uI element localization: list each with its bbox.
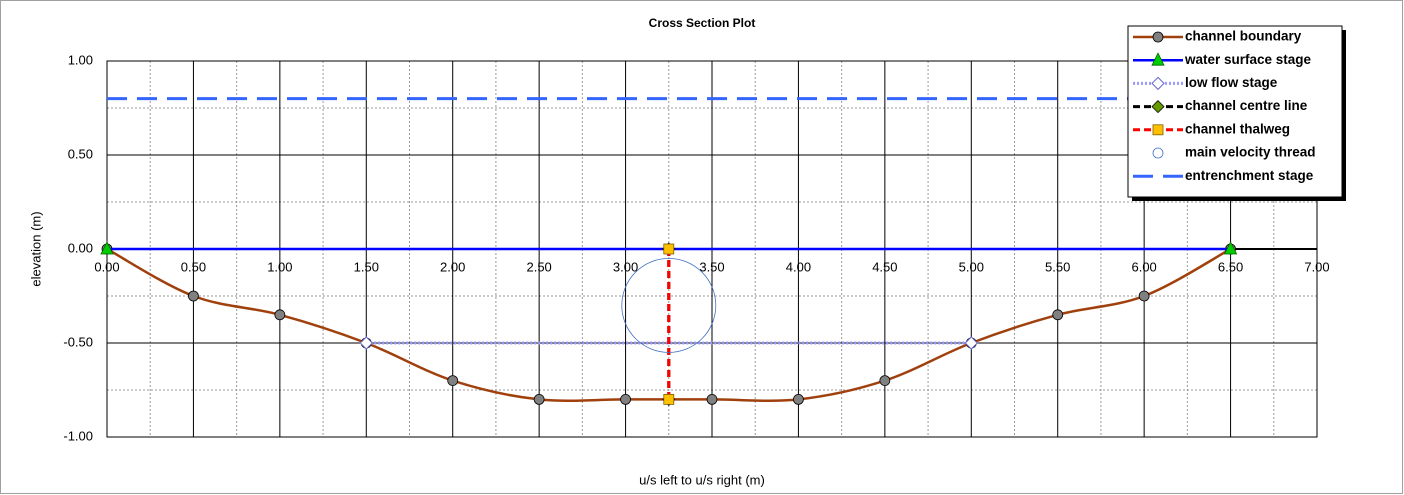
point <box>1223 241 1238 255</box>
point <box>620 393 631 405</box>
point <box>1138 290 1150 302</box>
legend-label: channel thalweg <box>1185 121 1290 136</box>
legend-label: main velocity thread <box>1185 145 1316 160</box>
x-tick-label: 5.00 <box>959 259 984 274</box>
chart-title: Cross Section Plot <box>649 16 756 30</box>
point <box>621 257 717 353</box>
point <box>274 309 286 321</box>
x-tick-label: 3.50 <box>699 259 724 274</box>
y-tick-label: 0.00 <box>68 240 93 255</box>
point <box>879 375 891 387</box>
x-tick-label: 0.50 <box>181 259 206 274</box>
x-tick-label: 4.50 <box>872 259 897 274</box>
point <box>359 336 373 350</box>
legend-marker <box>1152 147 1164 159</box>
x-tick-label: 1.50 <box>354 259 379 274</box>
legend-marker <box>1151 100 1165 114</box>
point <box>533 393 545 405</box>
legend-marker <box>1152 31 1164 43</box>
legend-label: entrenchment stage <box>1185 168 1314 183</box>
legend-label: water surface stage <box>1184 52 1312 67</box>
x-tick-label: 6.00 <box>1131 259 1156 274</box>
point <box>706 393 718 405</box>
x-tick-label: 2.00 <box>440 259 465 274</box>
x-tick-label: 4.00 <box>786 259 811 274</box>
legend <box>1127 25 1343 198</box>
y-tick-label: 1.00 <box>68 52 93 67</box>
point <box>663 393 675 405</box>
x-tick-label: 3.00 <box>613 259 638 274</box>
y-tick-label: 0.50 <box>68 146 93 161</box>
legend-label: channel centre line <box>1185 98 1308 113</box>
point <box>100 241 114 255</box>
legend-label: low flow stage <box>1185 75 1278 90</box>
x-tick-label: 6.50 <box>1218 259 1243 274</box>
y-tick-label: -1.00 <box>63 428 93 443</box>
point <box>793 393 804 405</box>
x-axis-label: u/s left to u/s right (m) <box>639 472 765 487</box>
point <box>447 375 459 387</box>
legend-marker <box>1151 52 1165 66</box>
x-tick-label: 1.00 <box>267 259 292 274</box>
legend-marker <box>1151 76 1165 91</box>
point <box>1052 309 1064 321</box>
y-axis-label: elevation (m) <box>28 211 43 286</box>
point <box>663 243 675 255</box>
point <box>188 290 199 302</box>
y-tick-label: -0.50 <box>63 334 93 349</box>
x-tick-label: 5.50 <box>1045 259 1070 274</box>
point <box>964 336 978 350</box>
x-tick-label: 2.50 <box>526 259 551 274</box>
legend-label: channel boundary <box>1185 29 1302 44</box>
legend-marker <box>1152 124 1164 136</box>
